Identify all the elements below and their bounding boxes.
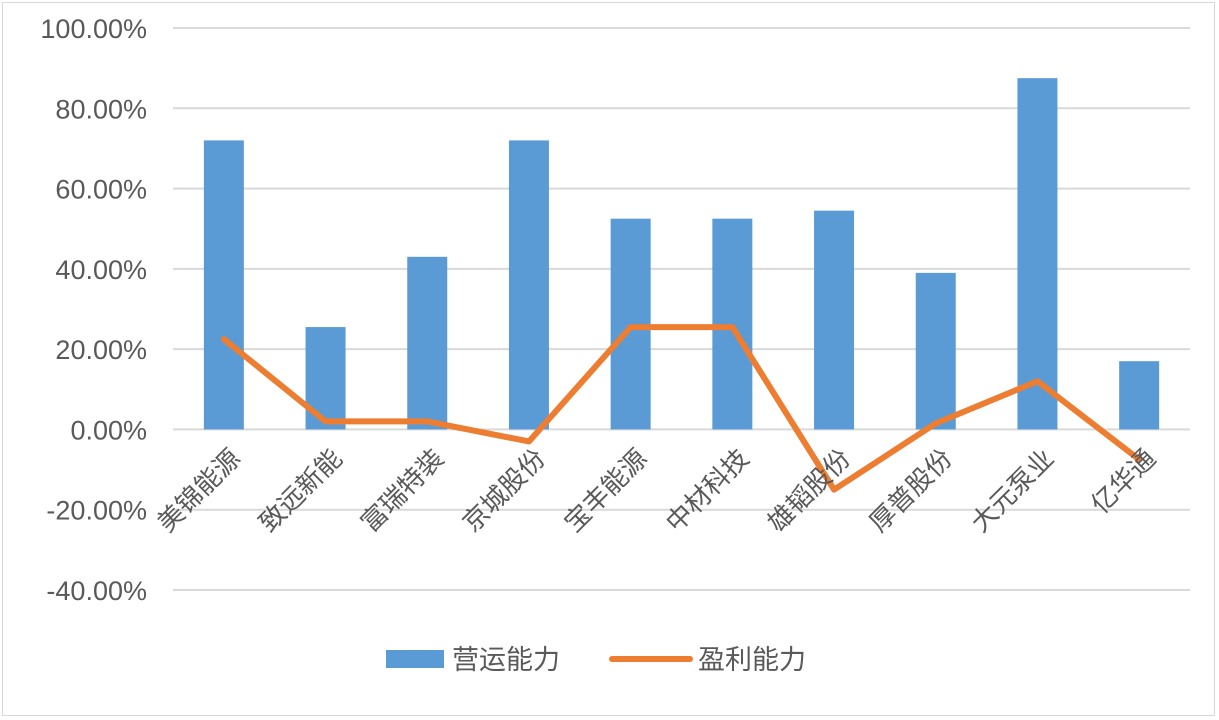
y-tick-label: 60.00% (55, 175, 147, 205)
bar (1119, 361, 1160, 430)
line-point (833, 489, 835, 491)
line-point (426, 420, 428, 422)
y-tick-label: 100.00% (40, 14, 147, 44)
bar (610, 218, 651, 430)
bar (407, 256, 448, 430)
bar (203, 140, 244, 430)
series-line (220, 324, 1143, 493)
x-category-label: 富瑞特装 (355, 444, 450, 539)
x-category-label: 中材科技 (661, 444, 756, 539)
x-category-label: 美锦能源 (152, 444, 247, 539)
bar (1017, 78, 1058, 430)
x-category-label: 亿华通 (1086, 444, 1162, 520)
y-tick-label: 80.00% (55, 94, 147, 124)
line-point (1138, 459, 1140, 461)
line-series-盈利能力 (220, 324, 1143, 493)
bar (712, 218, 753, 430)
x-category-label: 致远新能 (254, 444, 349, 539)
y-tick-label: 40.00% (55, 255, 147, 285)
x-category-label: 京城股份 (457, 444, 552, 539)
x-category-label: 雄韬股份 (762, 444, 857, 539)
y-tick-label: 0.00% (70, 415, 147, 445)
bar (814, 210, 855, 430)
line-point (325, 420, 327, 422)
legend-swatch-bar (386, 650, 444, 668)
legend: 营运能力 盈利能力 (386, 645, 806, 676)
bar-series-营运能力 (203, 78, 1160, 430)
y-tick-label: -40.00% (46, 576, 147, 606)
legend-label-line: 盈利能力 (698, 645, 806, 676)
x-category-label: 宝丰能源 (559, 444, 654, 539)
line-point (630, 326, 632, 328)
line-point (731, 326, 733, 328)
line-point (223, 338, 225, 340)
y-tick-label: -20.00% (46, 496, 147, 526)
bar (915, 272, 956, 430)
bar (305, 327, 346, 430)
line-point (528, 440, 530, 442)
x-axis-category-labels: 美锦能源 致远新能 富瑞特装 京城股份 宝丰能源 中材科技 雄韬股份 厚普股份 大元泵业 亿华通 (152, 444, 1162, 539)
legend-label-bar: 营运能力 (452, 645, 560, 676)
line-point (935, 422, 937, 424)
bar (508, 140, 549, 430)
y-axis-tick-labels: 100.00% 80.00% 60.00% 40.00% 20.00% 0.00% -20.… (40, 14, 147, 606)
y-tick-label: 20.00% (55, 335, 147, 365)
line-point (1036, 380, 1038, 382)
x-category-label: 大元泵业 (966, 444, 1061, 539)
